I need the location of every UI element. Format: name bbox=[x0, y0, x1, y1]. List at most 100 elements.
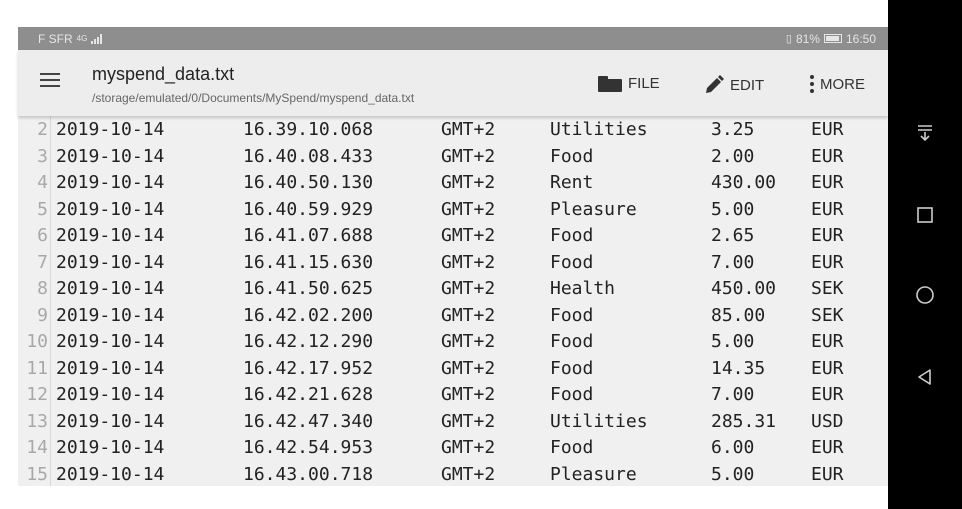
app-toolbar: myspend_data.txt /storage/emulated/0/Doc… bbox=[18, 50, 888, 116]
line-date: 2019-10-14 bbox=[56, 384, 165, 405]
vibrate-icon: ▯ bbox=[785, 33, 792, 45]
notification-pull-down-icon[interactable] bbox=[905, 112, 945, 152]
line-number: 9 bbox=[37, 304, 48, 326]
line-timezone: GMT+2 bbox=[441, 357, 496, 379]
line-number: 12 bbox=[26, 384, 48, 405]
line-timezone: GMT+2 bbox=[441, 278, 496, 299]
back-icon[interactable] bbox=[905, 357, 945, 397]
line-currency: EUR bbox=[811, 251, 844, 273]
line-time: 16.42.21.628 bbox=[243, 384, 374, 405]
file-path: /storage/emulated/0/Documents/MySpend/my… bbox=[92, 91, 415, 105]
file-menu-button[interactable]: FILE bbox=[598, 75, 660, 92]
line-amount: 5.00 bbox=[711, 331, 755, 352]
more-vert-icon bbox=[810, 75, 814, 93]
text-line: 8 2019-10-14 16.41.50.625 GMT+2 Health 450.00… bbox=[18, 278, 888, 304]
line-amount: 3.25 bbox=[711, 119, 755, 140]
carrier-label: F SFR bbox=[38, 31, 73, 46]
line-time: 16.42.12.290 bbox=[243, 331, 374, 352]
battery-percent: 81% bbox=[795, 31, 820, 46]
line-time: 16.40.08.433 bbox=[243, 145, 374, 167]
line-date: 2019-10-14 bbox=[56, 119, 165, 140]
line-date: 2019-10-14 bbox=[56, 172, 165, 193]
line-timezone: GMT+2 bbox=[441, 463, 496, 485]
line-amount: 285.31 bbox=[711, 410, 777, 432]
line-timezone: GMT+2 bbox=[441, 331, 496, 352]
line-time: 16.42.02.200 bbox=[243, 304, 374, 326]
status-left: F SFR 4G bbox=[38, 31, 103, 46]
line-amount: 14.35 bbox=[711, 357, 766, 379]
line-amount: 430.00 bbox=[711, 172, 777, 193]
line-currency: EUR bbox=[811, 331, 844, 352]
line-amount: 7.00 bbox=[711, 384, 755, 405]
text-line: 13 2019-10-14 16.42.47.340 GMT+2 Utilities 28… bbox=[18, 411, 888, 437]
line-date: 2019-10-14 bbox=[56, 198, 165, 220]
line-date: 2019-10-14 bbox=[56, 410, 165, 432]
line-amount: 2.65 bbox=[711, 225, 755, 246]
text-editor-area[interactable]: 2 2019-10-14 16.39.10.068 GMT+2 Utilities 3.2… bbox=[18, 116, 888, 486]
line-time: 16.42.54.953 bbox=[243, 437, 374, 458]
line-number: 10 bbox=[26, 331, 48, 352]
line-category: Pleasure bbox=[550, 198, 637, 220]
line-number: 5 bbox=[37, 198, 48, 220]
line-number: 13 bbox=[26, 410, 48, 432]
line-number: 7 bbox=[37, 251, 48, 273]
line-currency: EUR bbox=[811, 172, 844, 193]
file-menu-label: FILE bbox=[628, 75, 660, 92]
text-line: 10 2019-10-14 16.42.12.290 GMT+2 Food 5.00 EUR bbox=[18, 331, 888, 357]
line-number: 15 bbox=[26, 463, 48, 485]
battery-icon bbox=[823, 34, 842, 43]
line-currency: EUR bbox=[811, 119, 844, 140]
line-category: Utilities bbox=[550, 119, 648, 140]
line-category: Food bbox=[550, 384, 594, 405]
line-date: 2019-10-14 bbox=[56, 278, 165, 299]
line-currency: EUR bbox=[811, 198, 844, 220]
line-date: 2019-10-14 bbox=[56, 251, 165, 273]
line-amount: 5.00 bbox=[711, 198, 755, 220]
line-time: 16.40.50.130 bbox=[243, 172, 374, 193]
text-line: 15 2019-10-14 16.43.00.718 GMT+2 Pleasure 5.0… bbox=[18, 464, 888, 487]
recent-apps-icon[interactable] bbox=[905, 195, 945, 235]
edit-menu-button[interactable]: EDIT bbox=[704, 75, 764, 95]
line-currency: EUR bbox=[811, 384, 844, 405]
line-amount: 6.00 bbox=[711, 437, 755, 458]
gutter-divider bbox=[50, 116, 51, 486]
line-currency: EUR bbox=[811, 463, 844, 485]
line-timezone: GMT+2 bbox=[441, 145, 496, 167]
file-title: myspend_data.txt bbox=[92, 64, 235, 84]
line-amount: 450.00 bbox=[711, 278, 777, 299]
line-timezone: GMT+2 bbox=[441, 304, 496, 326]
line-date: 2019-10-14 bbox=[56, 357, 165, 379]
line-time: 16.41.07.688 bbox=[243, 225, 374, 246]
text-line: 9 2019-10-14 16.42.02.200 GMT+2 Food 85.00 SEK bbox=[18, 305, 888, 331]
home-icon[interactable] bbox=[905, 275, 945, 315]
network-type-label: 4G bbox=[76, 34, 88, 43]
signal-strength-icon bbox=[91, 33, 103, 44]
line-timezone: GMT+2 bbox=[441, 172, 496, 193]
line-amount: 2.00 bbox=[711, 145, 755, 167]
line-timezone: GMT+2 bbox=[441, 437, 496, 458]
line-category: Rent bbox=[550, 172, 594, 193]
navigation-bar bbox=[888, 0, 962, 509]
text-line: 5 2019-10-14 16.40.59.929 GMT+2 Pleasure 5.00… bbox=[18, 199, 888, 225]
line-date: 2019-10-14 bbox=[56, 331, 165, 352]
line-time: 16.42.47.340 bbox=[243, 410, 374, 432]
line-number: 11 bbox=[26, 357, 48, 379]
status-right: ▯ 81% 16:50 bbox=[786, 32, 876, 46]
line-date: 2019-10-14 bbox=[56, 437, 165, 458]
line-timezone: GMT+2 bbox=[441, 198, 496, 220]
line-amount: 85.00 bbox=[711, 304, 766, 326]
line-category: Food bbox=[550, 251, 594, 273]
hamburger-menu-icon[interactable] bbox=[40, 72, 60, 88]
text-line: 4 2019-10-14 16.40.50.130 GMT+2 Rent 430.00 EU… bbox=[18, 172, 888, 198]
line-number: 14 bbox=[26, 437, 48, 458]
line-currency: EUR bbox=[811, 437, 844, 458]
text-line: 2 2019-10-14 16.39.10.068 GMT+2 Utilities 3.2… bbox=[18, 119, 888, 145]
line-date: 2019-10-14 bbox=[56, 145, 165, 167]
line-number: 6 bbox=[37, 225, 48, 246]
line-amount: 7.00 bbox=[711, 251, 755, 273]
line-number: 2 bbox=[37, 119, 48, 140]
line-date: 2019-10-14 bbox=[56, 463, 165, 485]
more-menu-button[interactable]: MORE bbox=[810, 75, 865, 93]
pencil-icon bbox=[706, 75, 724, 93]
